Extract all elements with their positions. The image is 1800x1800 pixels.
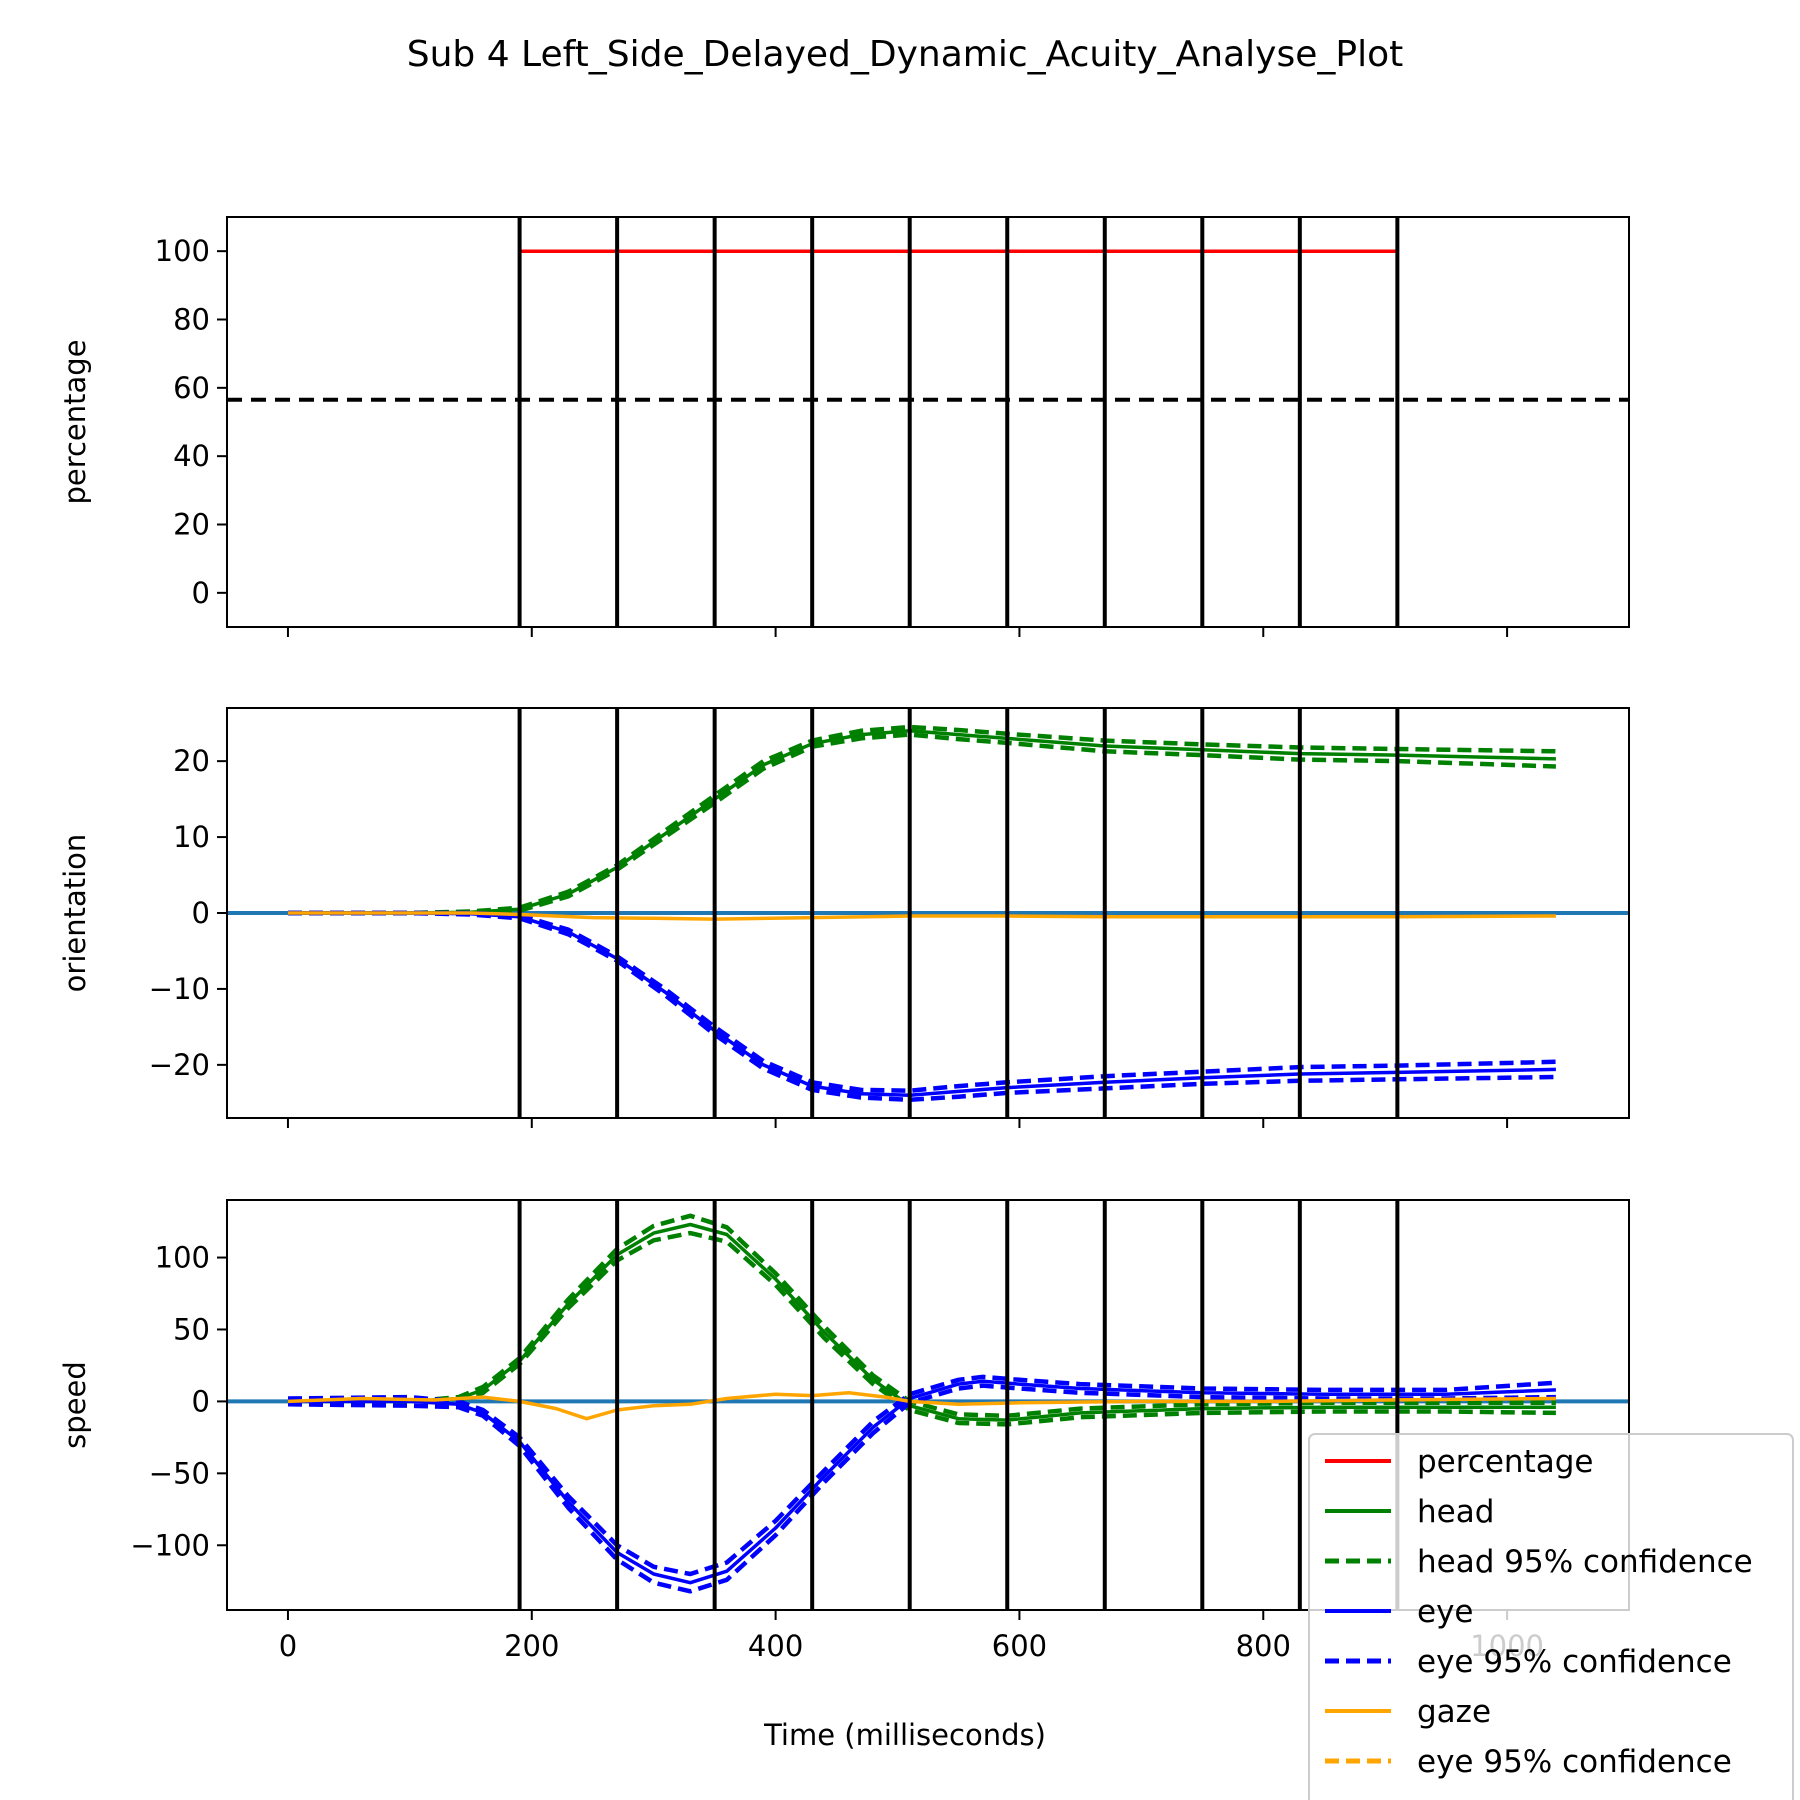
- speed-series-gaze: [287, 1391, 1556, 1421]
- percentage-y-tick-label: 40: [173, 439, 210, 473]
- legend: percentage head head 95% confidence eye eye …: [1308, 1433, 1794, 1800]
- x-tick-label: 200: [504, 1629, 559, 1663]
- chart-title: Sub 4 Left_Side_Delayed_Dynamic_Acuity_A…: [407, 34, 1404, 75]
- percentage-y-tick-label: 80: [173, 303, 210, 337]
- percentage-y-axis-label: percentage: [58, 339, 92, 504]
- legend-label: head: [1417, 1494, 1494, 1530]
- orientation-y-tick-label: −20: [149, 1048, 210, 1082]
- percentage-panel: 0 20 40 60 80 100 percentage: [58, 216, 1630, 637]
- orientation-plot-area: [227, 708, 1629, 1118]
- legend-label: head 95% confidence: [1417, 1544, 1753, 1580]
- percentage-y-tick-label: 100: [155, 234, 210, 268]
- x-tick-label: 400: [748, 1629, 803, 1663]
- speed-series-eye-95-confidence: [287, 1374, 1557, 1577]
- speed-y-tick-label: −50: [149, 1456, 210, 1490]
- orientation-y-axis-label: orientation: [58, 834, 92, 993]
- orientation-y-tick-label: 10: [173, 820, 210, 854]
- legend-label: percentage: [1417, 1444, 1593, 1480]
- speed-series-head-95-confidence: [288, 1213, 1556, 1419]
- x-tick-label: 0: [279, 1629, 297, 1663]
- legend-frame: [1308, 1433, 1794, 1800]
- percentage-plot-area: [227, 217, 1629, 627]
- x-tick-label: 800: [1236, 1629, 1291, 1663]
- speed-series-eye-95-confidence: [287, 1383, 1556, 1594]
- percentage-y-tick-label: 20: [173, 508, 210, 542]
- speed-y-tick-label: 50: [173, 1312, 210, 1346]
- legend-label: eye 95% confidence: [1417, 1644, 1732, 1680]
- legend-label: gaze: [1417, 1694, 1491, 1730]
- speed-y-tick-label: −100: [130, 1528, 210, 1562]
- orientation-series-gaze: [288, 911, 1556, 921]
- percentage-axes-frame: [226, 216, 1630, 628]
- orientation-panel: −20 −10 0 10 20 orientation: [58, 707, 1630, 1128]
- speed-y-tick-label: 0: [192, 1384, 210, 1418]
- speed-y-tick-label: 100: [155, 1241, 210, 1275]
- speed-series-head: [288, 1222, 1556, 1422]
- speed-panel: −100−5005010002004006008001000speed: [58, 1199, 1630, 1663]
- speed-series-head-95-confidence: [288, 1230, 1556, 1427]
- x-axis-label: Time (milliseconds): [763, 1718, 1046, 1752]
- percentage-y-tick-label: 60: [173, 371, 210, 405]
- legend-label: eye: [1417, 1594, 1474, 1630]
- orientation-y-tick-label: 0: [192, 896, 210, 930]
- speed-axes-frame: [226, 1199, 1630, 1611]
- orientation-y-tick-label: 20: [173, 744, 210, 778]
- speed-y-axis-label: speed: [58, 1361, 92, 1449]
- speed-series-eye: [288, 1379, 1556, 1585]
- x-tick-label: 600: [992, 1629, 1047, 1663]
- orientation-y-tick-label: −10: [149, 972, 210, 1006]
- legend-label: eye 95% confidence: [1417, 1744, 1732, 1780]
- percentage-y-tick-label: 0: [192, 576, 210, 610]
